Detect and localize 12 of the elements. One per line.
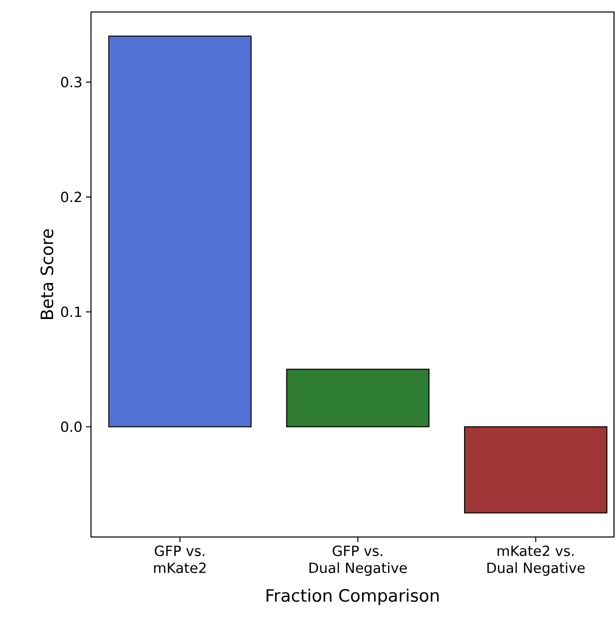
y-tick-label: 0.0 (61, 421, 82, 432)
y-tick-label: 0.3 (61, 76, 82, 88)
bar (464, 426, 608, 514)
y-tick-label: 0.2 (61, 192, 82, 202)
x-axis-title: Fraction Comparison (266, 588, 439, 606)
y-axis-title: Beta Score (40, 229, 54, 319)
bar (108, 36, 252, 428)
bar (286, 368, 430, 428)
x-tick-label: mKate2 vs. Dual Negative (487, 546, 585, 576)
x-tick-label: GFP vs. mKate2 (154, 546, 206, 574)
y-tick-label: 0.1 (61, 306, 82, 318)
x-tick-label: GFP vs. Dual Negative (310, 546, 407, 576)
